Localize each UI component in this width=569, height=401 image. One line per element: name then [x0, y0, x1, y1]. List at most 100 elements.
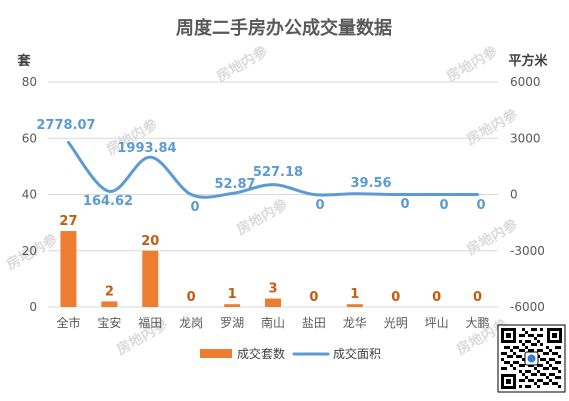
qr-module — [513, 367, 516, 370]
qr-module — [537, 334, 540, 337]
right-axis-tick-label: 3000 — [510, 131, 541, 145]
line-data-label: 0 — [476, 198, 485, 213]
qr-module — [522, 328, 525, 331]
qr-module — [519, 355, 522, 358]
x-axis-tick-label: 龙华 — [343, 316, 367, 330]
x-axis-tick-label: 大鹏 — [466, 316, 490, 330]
qr-module — [555, 346, 558, 349]
bar — [346, 304, 363, 307]
qr-module — [543, 352, 546, 355]
left-axis-tick-label: 20 — [22, 244, 37, 258]
qr-module — [528, 385, 531, 388]
qr-module — [558, 376, 561, 379]
qr-module — [555, 367, 558, 370]
qr-module — [522, 379, 525, 382]
qr-module — [516, 361, 519, 364]
qr-module — [510, 349, 513, 352]
qr-module — [540, 358, 543, 361]
left-axis-tick-label: 60 — [22, 131, 37, 145]
qr-module — [531, 373, 534, 376]
bar-data-label: 1 — [228, 287, 237, 302]
qr-module — [531, 349, 534, 352]
qr-module — [537, 349, 540, 352]
qr-center-logo-dot — [527, 354, 536, 363]
qr-module — [522, 334, 525, 337]
qr-module — [540, 349, 543, 352]
line-data-label: 164.62 — [83, 194, 133, 209]
qr-module — [531, 379, 534, 382]
qr-finder-center — [506, 379, 511, 384]
qr-module — [522, 343, 525, 346]
qr-module — [504, 367, 507, 370]
qr-module — [558, 385, 561, 388]
x-axis-tick-label: 光明 — [384, 316, 408, 330]
line-data-label: 39.56 — [350, 176, 391, 191]
line-layer — [66, 140, 480, 199]
x-axis-tick-label: 福田 — [138, 315, 162, 330]
right-axis-tick-label: 6000 — [510, 75, 541, 89]
qr-module — [531, 343, 534, 346]
line-data-label: 527.18 — [253, 165, 303, 180]
qr-module — [552, 367, 555, 370]
qr-module — [534, 382, 537, 385]
qr-module — [513, 352, 516, 355]
qr-module — [528, 334, 531, 337]
bar-data-label: 0 — [473, 290, 482, 305]
area-series-line — [66, 140, 480, 199]
qr-module — [522, 373, 525, 376]
bar-data-label: 27 — [59, 214, 77, 229]
qr-module — [519, 340, 522, 343]
qr-module — [549, 379, 552, 382]
line-data-label: 0 — [400, 197, 409, 212]
qr-module — [534, 343, 537, 346]
line-data-label: 2778.07 — [36, 118, 95, 133]
qr-module — [504, 352, 507, 355]
qr-module — [510, 364, 513, 367]
line-data-label: 1993.84 — [117, 141, 176, 156]
line-data-label: 52.87 — [214, 177, 255, 192]
qr-module — [528, 379, 531, 382]
bar-data-label: 3 — [268, 282, 277, 297]
qr-module — [501, 367, 504, 370]
left-axis-tick-label: 80 — [22, 75, 37, 89]
qr-module — [546, 352, 549, 355]
qr-module — [534, 373, 537, 376]
qr-module — [525, 346, 528, 349]
x-axis-tick-label: 坪山 — [425, 316, 449, 330]
qr-module — [555, 382, 558, 385]
qr-module — [522, 364, 525, 367]
qr-module — [540, 379, 543, 382]
qr-module — [525, 376, 528, 379]
legend-layer: 成交套数 成交面积 — [200, 346, 381, 361]
qr-module — [558, 346, 561, 349]
bar-data-label: 1 — [350, 287, 359, 302]
bar-data-label: 0 — [432, 290, 441, 305]
qr-module — [510, 355, 513, 358]
left-axis-tick-label: 0 — [29, 300, 37, 314]
right-axis-label: 平方米 — [508, 53, 548, 69]
qr-module — [516, 355, 519, 358]
x-axis-tick-label: 宝安 — [97, 315, 121, 330]
qr-module — [546, 346, 549, 349]
x-axis-tick-label: 全市 — [56, 315, 80, 330]
legend-bar-label: 成交套数 — [237, 346, 285, 361]
qr-module — [540, 364, 543, 367]
qr-module — [501, 358, 504, 361]
qr-module — [546, 382, 549, 385]
qr-module — [537, 385, 540, 388]
qr-module — [531, 328, 534, 331]
qr-module — [522, 358, 525, 361]
qr-module — [537, 340, 540, 343]
qr-module — [537, 364, 540, 367]
bar — [265, 298, 281, 307]
qr-module — [552, 382, 555, 385]
labels-layer: 27 2 20 0 1 3 0 1 0 0 0 2778.07 164.62 1993.84 0 52.875… — [36, 118, 485, 305]
legend-bar-swatch — [200, 349, 232, 358]
qr-module — [519, 370, 522, 373]
qr-module — [525, 340, 528, 343]
qr-module — [519, 364, 522, 367]
qr-module — [507, 346, 510, 349]
qr-module — [543, 373, 546, 376]
